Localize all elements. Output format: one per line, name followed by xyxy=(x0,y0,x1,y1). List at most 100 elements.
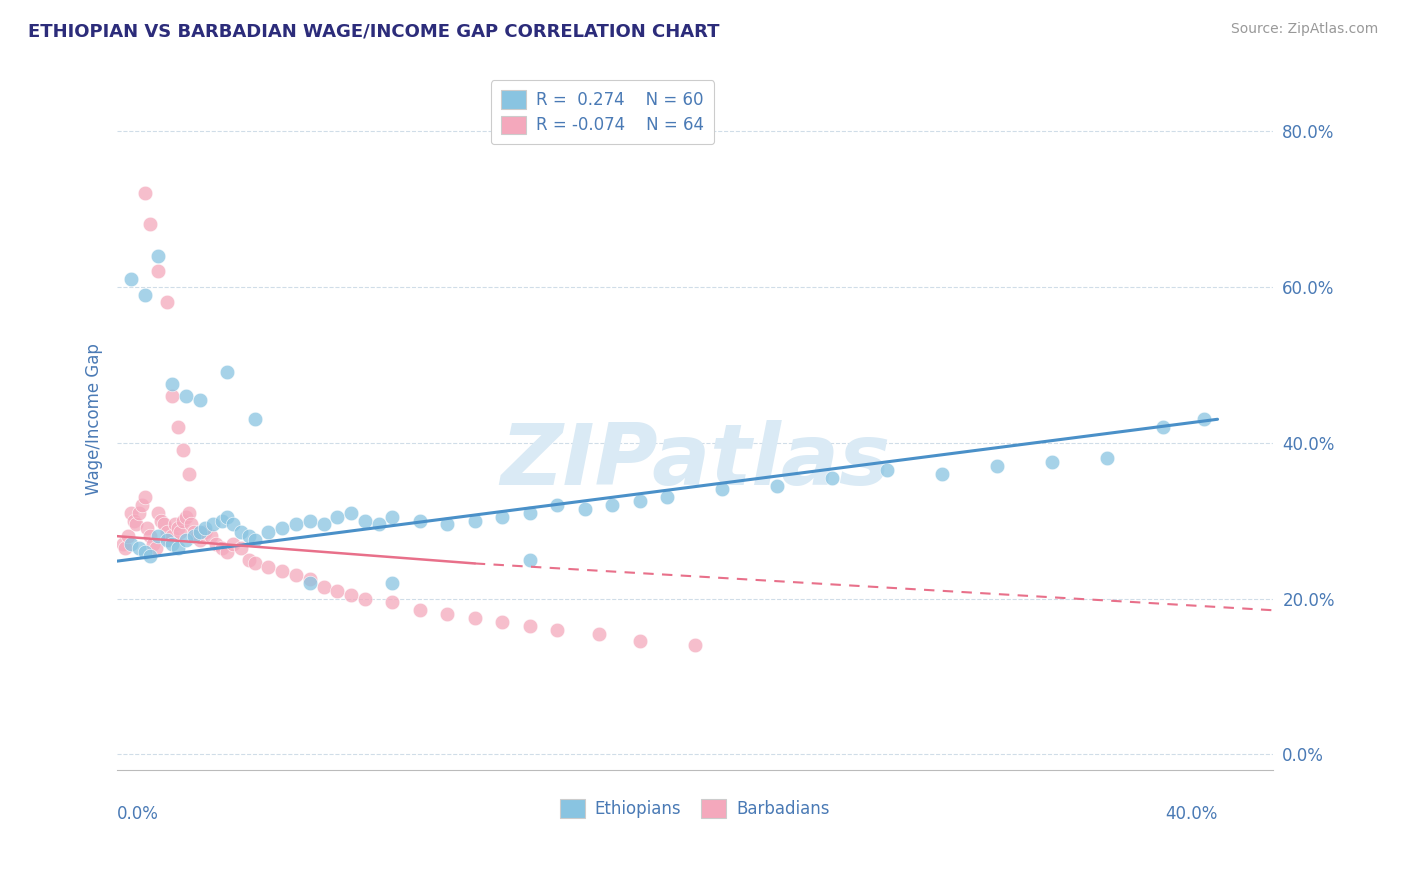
Point xyxy=(188,525,211,540)
Point xyxy=(148,249,170,263)
Point xyxy=(139,529,162,543)
Point xyxy=(139,218,162,232)
Point xyxy=(271,564,294,578)
Point xyxy=(134,186,156,201)
Point xyxy=(217,366,239,380)
Point xyxy=(257,560,280,574)
Point xyxy=(134,545,156,559)
Point xyxy=(156,295,179,310)
Point xyxy=(683,638,706,652)
Point xyxy=(177,506,200,520)
Point xyxy=(205,537,228,551)
Point xyxy=(1192,412,1215,426)
Point xyxy=(148,264,170,278)
Text: Source: ZipAtlas.com: Source: ZipAtlas.com xyxy=(1230,22,1378,37)
Point xyxy=(367,517,389,532)
Point xyxy=(243,557,266,571)
Point xyxy=(160,537,183,551)
Point xyxy=(519,552,541,566)
Point xyxy=(172,443,194,458)
Point xyxy=(200,529,222,543)
Point xyxy=(821,471,844,485)
Point xyxy=(711,483,734,497)
Point xyxy=(340,506,363,520)
Point xyxy=(169,525,191,540)
Point xyxy=(243,533,266,547)
Text: ZIPatlas: ZIPatlas xyxy=(499,420,890,503)
Point xyxy=(194,525,217,540)
Point xyxy=(186,529,208,543)
Point xyxy=(298,572,321,586)
Point xyxy=(931,467,953,481)
Point xyxy=(159,533,181,547)
Point xyxy=(353,514,375,528)
Point xyxy=(136,521,159,535)
Point xyxy=(211,541,233,555)
Point xyxy=(180,517,202,532)
Point xyxy=(188,533,211,547)
Point xyxy=(326,583,349,598)
Point xyxy=(125,517,148,532)
Point xyxy=(353,591,375,606)
Point xyxy=(574,502,596,516)
Point xyxy=(1097,451,1119,466)
Point xyxy=(243,412,266,426)
Point xyxy=(876,463,898,477)
Point xyxy=(166,420,188,434)
Point xyxy=(183,529,205,543)
Point xyxy=(217,509,239,524)
Point xyxy=(202,517,225,532)
Point xyxy=(150,514,173,528)
Point xyxy=(381,576,404,591)
Point xyxy=(174,509,197,524)
Point xyxy=(464,514,486,528)
Point xyxy=(409,514,432,528)
Point xyxy=(312,517,335,532)
Point xyxy=(271,521,294,535)
Point xyxy=(117,529,139,543)
Point xyxy=(114,541,136,555)
Point xyxy=(166,541,188,555)
Y-axis label: Wage/Income Gap: Wage/Income Gap xyxy=(86,343,103,495)
Point xyxy=(131,498,153,512)
Point xyxy=(312,580,335,594)
Point xyxy=(519,506,541,520)
Point xyxy=(222,537,245,551)
Point xyxy=(1042,455,1064,469)
Point xyxy=(194,521,217,535)
Point xyxy=(120,506,142,520)
Point xyxy=(139,549,162,563)
Point xyxy=(285,517,308,532)
Point xyxy=(238,529,260,543)
Point xyxy=(174,389,197,403)
Point xyxy=(602,498,624,512)
Point xyxy=(188,392,211,407)
Point xyxy=(546,623,568,637)
Point xyxy=(148,506,170,520)
Point xyxy=(142,537,165,551)
Point xyxy=(298,514,321,528)
Point xyxy=(211,514,233,528)
Legend: Ethiopians, Barbadians: Ethiopians, Barbadians xyxy=(553,793,837,825)
Point xyxy=(464,611,486,625)
Point xyxy=(238,552,260,566)
Point xyxy=(177,467,200,481)
Point xyxy=(436,517,458,532)
Point xyxy=(409,603,432,617)
Point xyxy=(491,509,513,524)
Point xyxy=(285,568,308,582)
Point xyxy=(217,545,239,559)
Point xyxy=(491,615,513,629)
Point xyxy=(183,525,205,540)
Point xyxy=(134,287,156,301)
Point xyxy=(229,525,252,540)
Point xyxy=(1152,420,1174,434)
Point xyxy=(120,272,142,286)
Point xyxy=(128,541,150,555)
Point xyxy=(340,588,363,602)
Point xyxy=(145,541,167,555)
Point xyxy=(298,576,321,591)
Point xyxy=(628,634,651,648)
Point xyxy=(160,529,183,543)
Point xyxy=(381,509,404,524)
